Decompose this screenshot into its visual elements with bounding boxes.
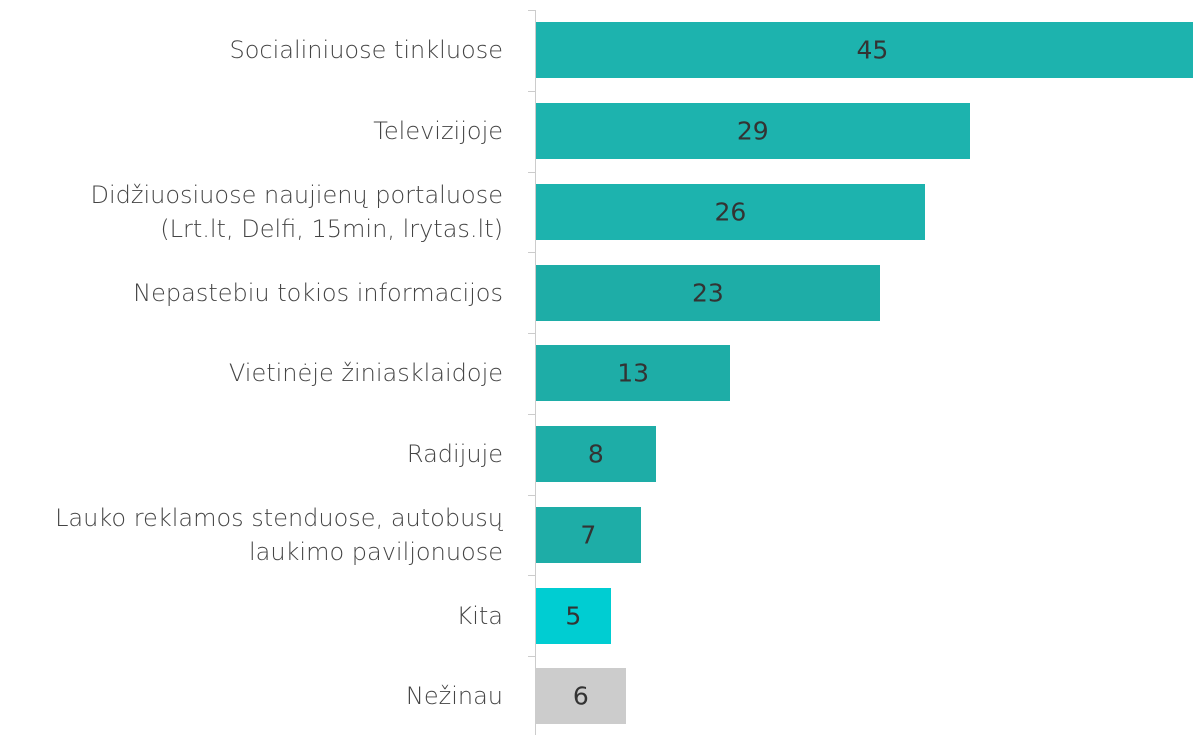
data-label: 29 <box>736 116 769 146</box>
bar <box>536 22 1193 79</box>
y-axis <box>535 10 536 735</box>
tick-mark <box>528 413 536 415</box>
tick-mark <box>528 656 536 657</box>
bar <box>536 264 880 321</box>
bar <box>536 668 626 725</box>
category-label: Socialiniuose tinkluose <box>229 36 503 65</box>
category-label: Nežinau <box>405 682 503 711</box>
data-label: 13 <box>617 358 650 388</box>
category-label: Televizijoje <box>373 117 503 146</box>
bar <box>536 103 970 160</box>
data-label: 45 <box>856 35 889 65</box>
category-label: Kita <box>456 601 503 630</box>
category-label: Radijuje <box>406 440 503 469</box>
bar <box>536 587 611 644</box>
data-label: 26 <box>714 197 747 227</box>
tick-mark <box>528 10 536 11</box>
tick-mark <box>528 171 536 173</box>
tick-mark <box>528 333 536 334</box>
category-label: Lauko reklamos stenduose, autobusų lauki… <box>55 503 503 566</box>
tick-mark <box>528 575 536 577</box>
data-label: 8 <box>587 439 604 469</box>
bar <box>536 183 925 240</box>
tick-mark <box>528 252 536 254</box>
data-label: 5 <box>565 601 582 631</box>
data-label: 6 <box>572 681 589 711</box>
data-label: 23 <box>692 278 724 308</box>
bar <box>536 506 641 563</box>
tick-mark <box>528 90 536 92</box>
category-label: Vietinėje žiniasklaidoje <box>228 359 503 388</box>
data-label: 7 <box>580 520 597 550</box>
category-label: Nepastebiu tokios informacijos <box>133 278 503 307</box>
bar <box>536 345 731 402</box>
category-label: Didžiuosiuose naujienų portaluose (Lrt.l… <box>90 180 503 243</box>
tick-mark <box>528 494 536 496</box>
bar <box>536 426 656 483</box>
